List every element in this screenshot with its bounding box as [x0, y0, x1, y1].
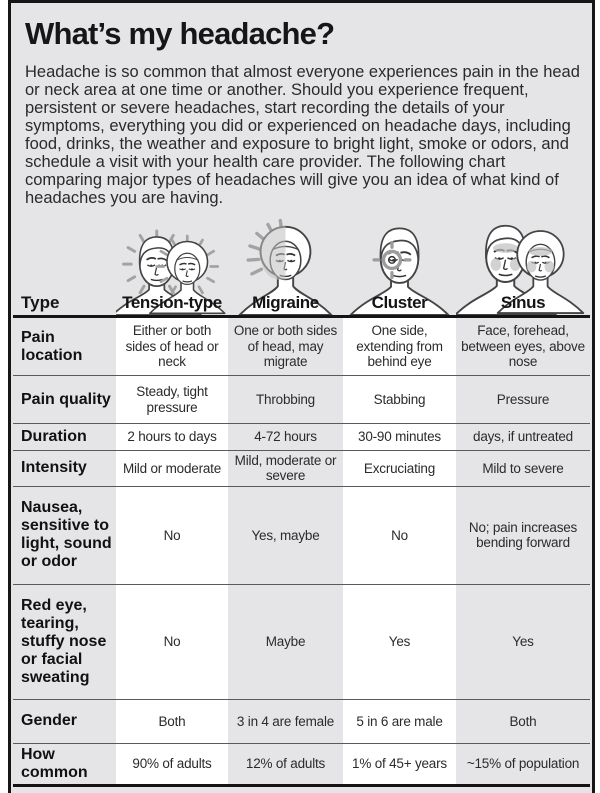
row-label-red-eye: Red eye, tearing, stuffy nose or facial …	[13, 583, 116, 700]
table-cell: 2 hours to days	[116, 423, 228, 451]
table-row: Red eye, tearing, stuffy nose or facial …	[13, 583, 590, 700]
table-cell: Mild, moderate or severe	[228, 450, 343, 487]
row-label-pain-location: Pain location	[21, 328, 83, 364]
table-cell: Yes	[456, 583, 590, 700]
table-cell: 3 in 4 are female	[228, 698, 343, 744]
table-cell: Steady, tight pressure	[116, 375, 228, 424]
table-cell: Maybe	[228, 583, 343, 700]
page-title: What’s my headache?	[25, 16, 335, 51]
table-cell: No	[116, 583, 228, 700]
table-cell: Face, forehead, between eyes, above nose	[456, 316, 590, 376]
table-cell: No; pain increases bending forward	[456, 485, 590, 585]
table-row: Duration 2 hours to days 4-72 hours 30-9…	[13, 423, 590, 451]
table-cell: 5 in 6 are male	[343, 698, 456, 744]
column-label-migraine: Migraine	[252, 293, 319, 312]
column-label-tension: Tension-type	[122, 293, 222, 312]
headache-comparison-table: Pain location Either or both sides of he…	[13, 315, 590, 787]
table-cell: 1% of 45+ years	[343, 742, 456, 786]
table-row: How common 90% of adults 12% of adults 1…	[13, 742, 590, 786]
table-header-band: Type Tension-type Migraine	[13, 215, 590, 315]
table-cell: ~15% of population	[456, 742, 590, 786]
cluster-head-icon	[349, 227, 450, 315]
table-cell: 30-90 minutes	[343, 423, 456, 451]
table-row: Pain location Either or both sides of he…	[13, 316, 590, 376]
row-label-how-common: How common	[13, 742, 116, 786]
table-cell: days, if untreated	[456, 423, 590, 451]
table-cell: Mild to severe	[456, 450, 590, 487]
table-cell: Yes, maybe	[228, 485, 343, 585]
table-cell: 90% of adults	[116, 742, 228, 786]
table-cell: No	[116, 485, 228, 585]
infographic-page: What’s my headache? Headache is so commo…	[8, 0, 595, 793]
column-header-sinus: Sinus	[456, 215, 590, 315]
table-cell: No	[343, 485, 456, 585]
column-header-migraine: Migraine	[228, 215, 343, 315]
table-cell: One or both sides of head, may migrate	[228, 316, 343, 376]
table-row: Intensity Mild or moderate Mild, moderat…	[13, 450, 590, 487]
column-label-sinus: Sinus	[500, 293, 546, 312]
table-row: Gender Both 3 in 4 are female 5 in 6 are…	[13, 698, 590, 744]
type-header-cell: Type	[13, 215, 116, 315]
row-label-nausea: Nausea, sensitive to light, sound or odo…	[13, 485, 116, 585]
column-header-cluster: Cluster	[343, 215, 456, 315]
column-header-tension: Tension-type	[116, 215, 228, 315]
row-label-duration: Duration	[13, 423, 116, 451]
table-row: Pain quality Steady, tight pressure Thro…	[13, 375, 590, 424]
type-label: Type	[21, 293, 60, 312]
row-label-gender: Gender	[13, 698, 116, 744]
table-cell: Both	[116, 698, 228, 744]
row-label-intensity: Intensity	[13, 450, 116, 487]
row-label-pain-quality: Pain quality	[13, 375, 116, 424]
intro-paragraph: Headache is so common that almost everyo…	[25, 63, 580, 207]
table-cell: Either or both sides of head or neck	[116, 316, 228, 376]
table-cell: 12% of adults	[228, 742, 343, 786]
column-label-cluster: Cluster	[371, 293, 428, 312]
table-row: Nausea, sensitive to light, sound or odo…	[13, 485, 590, 585]
table-cell: Pressure	[456, 375, 590, 424]
table-cell: Throbbing	[228, 375, 343, 424]
table-cell: Excruciating	[343, 450, 456, 487]
table-cell: Yes	[343, 583, 456, 700]
migraine-head-icon	[238, 218, 333, 315]
table-cell: Stabbing	[343, 375, 456, 424]
table-cell: 4-72 hours	[228, 423, 343, 451]
table-cell: Both	[456, 698, 590, 744]
table-cell: One side, extending from behind eye	[343, 316, 456, 376]
table-cell: Mild or moderate	[116, 450, 228, 487]
